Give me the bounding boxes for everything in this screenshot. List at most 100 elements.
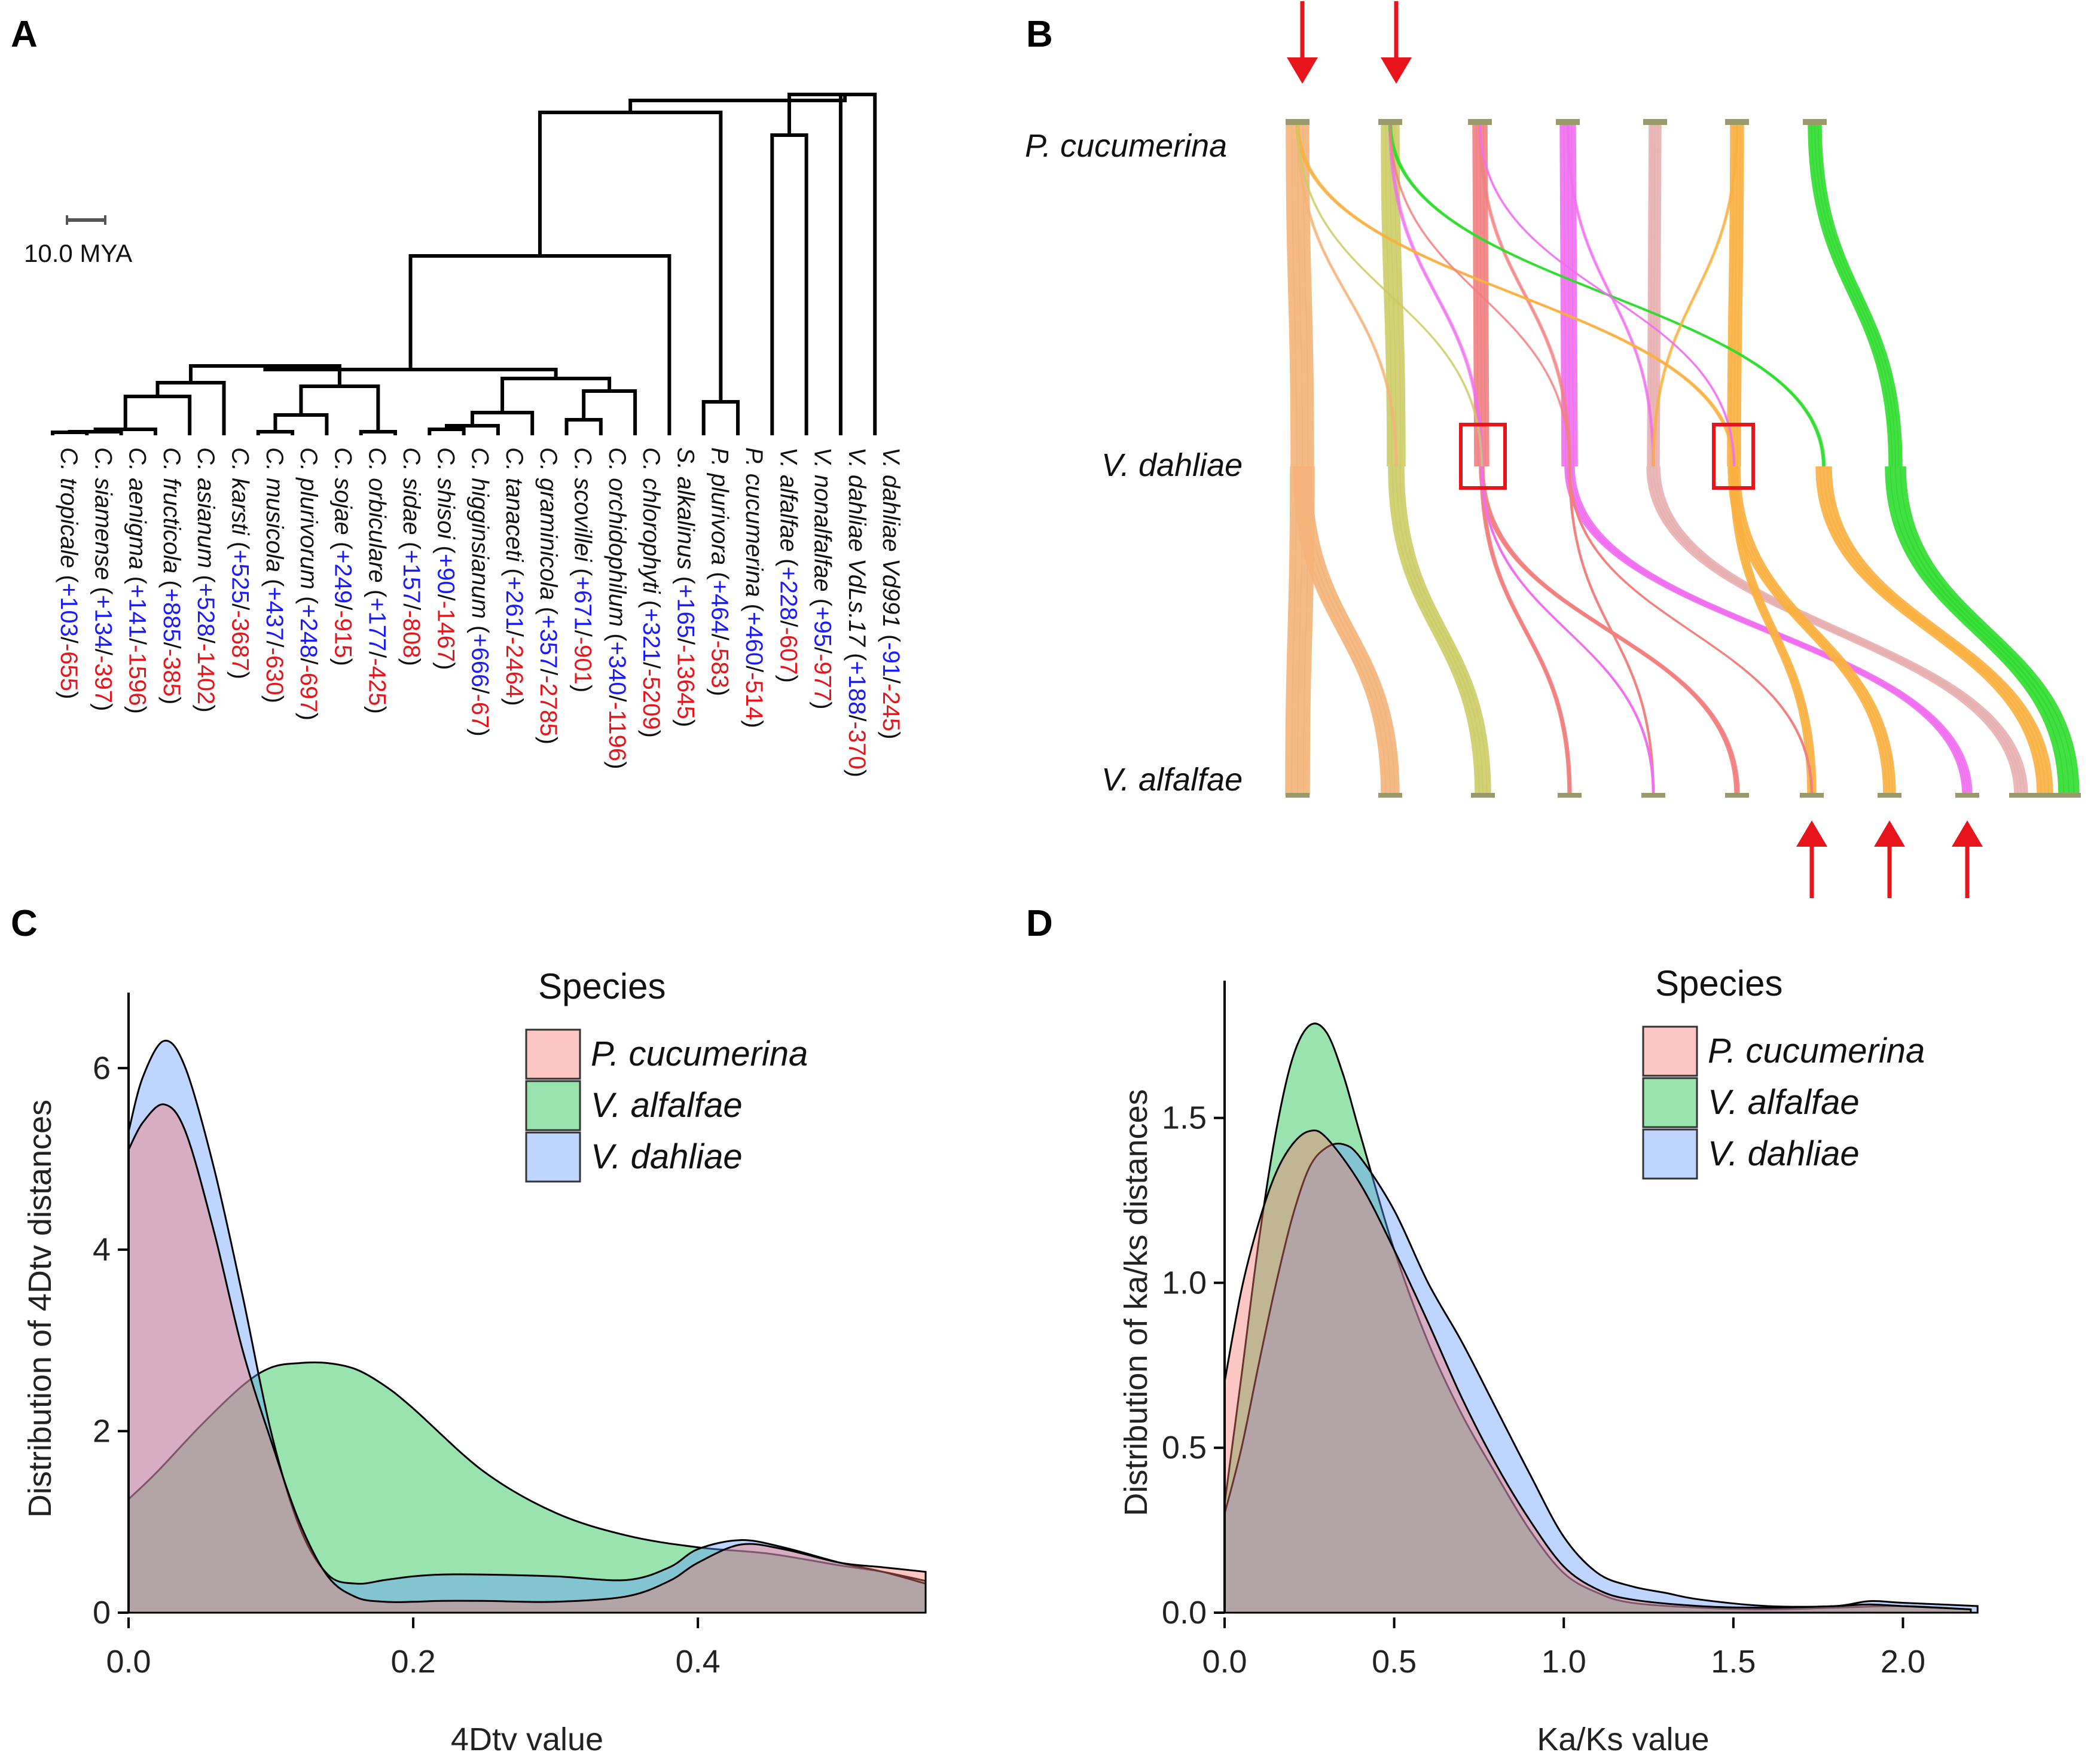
tree-tip-labels: C. tropicale (+103/-655) C. siamense (+13…	[56, 447, 904, 777]
synteny-ribbon	[1650, 122, 1656, 467]
synteny-ribbon	[1567, 122, 1574, 467]
arrow-up-1-head	[1796, 820, 1827, 847]
scale-bar-label: 10.0 MYA	[24, 239, 132, 267]
synteny-ribbon	[1298, 122, 1736, 467]
phylogenetic-tree: 10.0 MYA C. tropicale (+103/-655) C. siam…	[24, 93, 904, 777]
synteny-ribbon	[1729, 466, 1811, 796]
synteny-ribbon	[1827, 466, 2053, 796]
synteny-ribbon	[1563, 122, 1570, 467]
tree-tip-label: C. plurivorum (+248/-697)	[295, 447, 322, 721]
synteny-ribbon	[1735, 466, 1817, 796]
tree-branch	[628, 94, 847, 112]
synteny-plot: P. cucumerina V. dahliae V. alfalfae	[1025, 1, 2081, 898]
synteny-ribbon	[1568, 122, 1655, 467]
chromosome-bar-bottom	[1471, 793, 1495, 798]
tree-branch	[256, 430, 295, 435]
synteny-ribbon	[1390, 122, 1571, 467]
panel-label-a: A	[11, 14, 38, 55]
legend-title: Species	[1655, 963, 1782, 1003]
tree-branches	[51, 93, 877, 435]
tree-tip-label: C. orbiculare (+177/-425)	[364, 447, 390, 714]
legend-key	[525, 1131, 581, 1183]
tree-tip-label: C. asianum (+528/-1402)	[193, 447, 219, 713]
chromosome-bar-bottom	[2057, 793, 2081, 798]
synteny-ribbon	[1570, 466, 1655, 796]
tree-tip-label: C. musicola (+437/-630)	[261, 447, 288, 703]
chromosome-bar-bottom	[1286, 793, 1310, 798]
density-area-p--cucumerina	[127, 1103, 927, 1614]
synteny-ribbon	[1483, 122, 1489, 467]
synteny-ribbon	[1656, 122, 1662, 467]
synteny-ribbon	[1285, 466, 1297, 796]
tree-tip-label: P. plurivora (+464/-583)	[707, 447, 733, 696]
synteny-ribbon	[1653, 122, 1659, 467]
y-tick-label: 0	[93, 1595, 111, 1631]
legend-key	[1642, 1128, 1698, 1180]
tree-tip-label: C. siamense (+134/-397)	[90, 447, 116, 711]
tree-tip-label: C. higginsianum (+666/-67)	[467, 447, 493, 737]
tree-branch	[787, 93, 843, 435]
chromosome-bar-bottom	[2009, 793, 2033, 798]
chromosome-bar-bottom	[1558, 793, 1582, 798]
tree-tip-label: C. orchidophilum (+340/-1196)	[604, 447, 630, 769]
synteny-ribbon	[1571, 122, 1578, 467]
synteny-ribbon	[1293, 466, 1387, 796]
synteny-ribbon	[1570, 466, 1814, 796]
tree-tip-label: C. fructicola (+885/-385)	[158, 447, 185, 704]
synteny-ribbon	[1656, 466, 2028, 796]
synteny-ribbon	[1390, 122, 1402, 467]
density-area-p--cucumerina	[1223, 1129, 1972, 1614]
synteny-ribbon	[1302, 466, 1396, 796]
tree-tip-label: C. sidae (+157/-808)	[398, 447, 425, 666]
chromosome-bar-bottom	[1725, 793, 1749, 798]
synteny-ribbon	[1479, 122, 1486, 467]
synteny-ribbon	[1396, 466, 1488, 796]
x-tick-label: 0.4	[676, 1644, 721, 1680]
synteny-ribbons	[1285, 122, 2080, 796]
y-tick-label: 1.0	[1162, 1265, 1207, 1301]
legend-key	[1642, 1077, 1698, 1128]
species-label-p-cucumerina: P. cucumerina	[1025, 128, 1227, 164]
highlight-box-2	[1712, 423, 1755, 490]
synteny-ribbon	[1381, 122, 1393, 467]
synteny-ribbon	[1482, 466, 1655, 796]
y-tick-label: 1.5	[1162, 1100, 1207, 1136]
y-tick-label: 0.5	[1162, 1430, 1207, 1466]
synteny-ribbon	[1885, 466, 2065, 796]
synteny-ribbon	[1390, 122, 1484, 467]
synteny-ribbon	[1890, 466, 2070, 796]
legend-label: V. dahliae	[591, 1137, 743, 1176]
synteny-ribbon	[1391, 466, 1484, 796]
tree-branch	[299, 384, 380, 432]
synteny-ribbon	[1817, 122, 1903, 467]
chromosome-bar-bottom	[2033, 793, 2057, 798]
x-tick-label: 0.0	[1202, 1644, 1247, 1680]
legend-label: P. cucumerina	[1708, 1031, 1925, 1070]
tree-tip-label: V. alfalfae (+228/-607)	[775, 447, 801, 683]
synteny-ribbon	[1482, 466, 1572, 796]
legend-label: V. dahliae	[1708, 1134, 1860, 1173]
panel-label-c: C	[11, 903, 38, 944]
synteny-ribbon	[1736, 122, 1744, 467]
tree-tip-label: C. sojae (+249/-915)	[329, 447, 356, 666]
tree-branch	[582, 389, 637, 435]
synteny-ribbon	[1388, 466, 1480, 796]
chromosome-bar-bottom	[1955, 793, 1979, 798]
y-tick-label: 0.0	[1162, 1595, 1207, 1631]
tree-tip-label: C. aenigma (+141/-1596)	[124, 447, 151, 714]
synteny-ribbon	[1736, 466, 1896, 796]
tree-branch	[500, 377, 612, 413]
synteny-ribbon	[1480, 122, 1736, 467]
tree-tip-label: C. tropicale (+103/-655)	[56, 447, 82, 699]
synteny-ribbon	[1306, 466, 1400, 796]
tree-branch	[408, 254, 671, 435]
chromosome-bar-top	[1468, 119, 1492, 125]
y-axis-title: Distribution of 4Dtv distances	[22, 1100, 58, 1518]
chromosome-bar-top	[1725, 119, 1749, 125]
x-tick-label: 2.0	[1881, 1644, 1925, 1680]
synteny-ribbon	[1731, 466, 1812, 796]
y-tick-label: 6	[93, 1050, 111, 1086]
tree-tip-label: C. tanaceti (+261/-2464)	[501, 447, 527, 706]
tree-tip-label: V. dahliae Vd991 (-91/-245)	[878, 447, 904, 740]
